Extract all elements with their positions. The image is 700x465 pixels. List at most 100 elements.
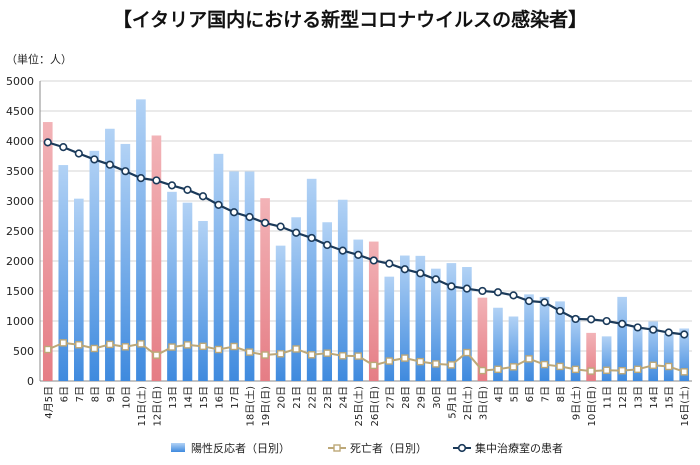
- y-tick-label: 1500: [6, 285, 34, 298]
- x-tick-label: 13日: [168, 386, 179, 409]
- x-tick-label: 8日: [556, 386, 567, 402]
- deaths-marker: [494, 365, 502, 373]
- x-tick-label: 26日(日): [370, 386, 381, 427]
- icu-marker: [540, 298, 549, 307]
- legend-label: 陽性反応者（日別）: [191, 441, 290, 455]
- bar: [384, 276, 395, 381]
- x-tick-label: 4月5日: [43, 386, 55, 419]
- icu-marker: [74, 149, 83, 158]
- legend-swatch-positives: [171, 443, 185, 452]
- x-tick-label: 24日: [339, 386, 350, 409]
- x-tick-label: 10日(日): [587, 386, 598, 427]
- deaths-marker: [152, 351, 161, 359]
- bar: [493, 307, 503, 381]
- x-tick-label: 6日: [525, 386, 536, 402]
- deaths-marker: [44, 345, 52, 354]
- deaths-marker: [587, 367, 595, 375]
- icu-marker: [198, 192, 208, 201]
- x-tick-label: 7日: [541, 386, 552, 402]
- icu-marker: [136, 174, 146, 183]
- icu-marker: [416, 269, 425, 278]
- bar: [368, 241, 379, 381]
- x-tick-label: 6日: [59, 386, 70, 402]
- deaths-marker: [339, 352, 347, 360]
- icu-marker: [354, 250, 363, 259]
- icu-marker: [680, 330, 689, 339]
- x-tick-label: 17日: [230, 386, 241, 409]
- deaths-marker: [106, 340, 114, 349]
- x-tick-label: 20日: [277, 386, 288, 409]
- bar: [648, 321, 659, 381]
- deaths-marker: [463, 348, 471, 357]
- icu-marker: [323, 240, 332, 250]
- deaths-marker: [509, 363, 518, 371]
- y-tick-label: 500: [13, 345, 34, 358]
- bar: [555, 301, 565, 381]
- icu-marker: [571, 314, 580, 324]
- icu-marker: [229, 208, 239, 217]
- bar: [617, 296, 627, 381]
- icu-marker: [260, 218, 270, 227]
- bar: [431, 268, 441, 381]
- x-tick-label: 5月1日: [446, 386, 458, 419]
- icu-marker: [385, 259, 394, 268]
- x-tick-label: 16日(土): [678, 386, 691, 427]
- deaths-marker: [354, 352, 362, 360]
- x-tick-label: 3日(日): [478, 386, 489, 420]
- y-tick-label: 5000: [6, 75, 34, 88]
- deaths-marker: [121, 343, 130, 351]
- y-tick-label: 2000: [6, 255, 34, 268]
- x-tick-label: 10日: [121, 386, 132, 409]
- deaths-marker: [680, 368, 688, 376]
- x-tick-label: 16日: [215, 386, 226, 409]
- bar: [337, 199, 348, 381]
- y-tick-label: 3000: [6, 195, 34, 208]
- deaths-marker: [525, 355, 533, 363]
- legend-label: 集中治療室の患者: [475, 441, 563, 455]
- deaths-marker: [385, 357, 393, 365]
- x-tick-label: 23日: [323, 386, 334, 409]
- deaths-marker: [633, 365, 642, 373]
- deaths-marker: [618, 366, 626, 375]
- bar: [105, 128, 115, 381]
- y-axis: 0 500 1000 1500 2000 2500 3000 3500 4000 4500 5000: [6, 75, 34, 388]
- icu-marker: [214, 200, 223, 209]
- lines: [43, 138, 689, 376]
- x-tick-label: 13日: [634, 386, 645, 409]
- deaths-marker: [245, 348, 254, 356]
- icu-marker: [509, 291, 518, 300]
- x-tick-label: 29日: [416, 386, 427, 409]
- bar: [399, 255, 410, 381]
- icu-marker: [664, 328, 673, 337]
- icu-marker: [338, 246, 347, 255]
- x-tick-label: 11日: [603, 386, 614, 409]
- bar: [89, 150, 100, 381]
- icu-marker: [493, 288, 503, 297]
- x-tick-label: 14日: [183, 386, 194, 409]
- deaths-marker: [556, 362, 564, 371]
- bar: [42, 122, 53, 381]
- x-tick-label: 2日(土): [461, 386, 474, 420]
- icu-marker: [276, 222, 285, 231]
- x-axis: 4月5日 6日 7日 8日 9日 10日 11日(土) 12日(日) 13日 14日 15日 16日 1…: [43, 386, 691, 427]
- deaths-marker: [276, 350, 285, 358]
- icu-marker: [105, 160, 114, 169]
- icu-marker: [167, 181, 177, 190]
- icu-marker: [183, 185, 192, 194]
- x-tick-label: 12日: [618, 386, 629, 409]
- x-tick-label: 18日(土): [244, 386, 257, 427]
- icu-marker: [152, 176, 161, 185]
- icu-marker: [602, 316, 611, 326]
- deaths-marker: [602, 366, 611, 374]
- icu-marker: [586, 315, 596, 324]
- x-tick-label: 11日(土): [135, 386, 148, 427]
- bar: [524, 294, 534, 381]
- bar: [508, 316, 519, 381]
- x-tick-label: 15日: [199, 386, 210, 409]
- icu-marker: [649, 325, 658, 334]
- icu-marker: [555, 306, 565, 316]
- bar: [570, 316, 581, 381]
- deaths-marker: [571, 365, 580, 374]
- y-tick-label: 4500: [6, 105, 34, 118]
